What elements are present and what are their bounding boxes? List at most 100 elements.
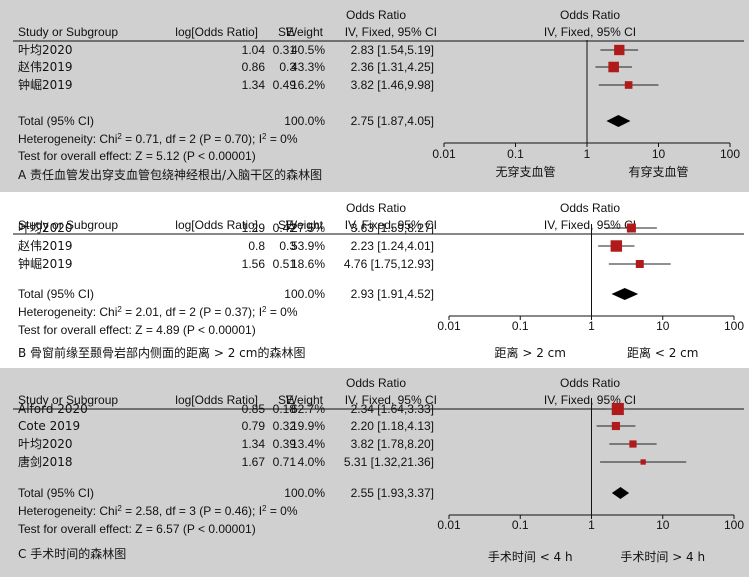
heterogeneity-part: = 0.71, df = 2 (P = 0.70); I: [122, 132, 262, 146]
x-axis-tick-label: 10: [656, 319, 670, 333]
odds-ratio-column-title: Odds Ratio: [346, 8, 406, 22]
total-weight: 100.0%: [284, 287, 325, 301]
overall-effect-test: Test for overall effect: Z = 4.89 (P < 0…: [18, 323, 256, 337]
study-name: 钟崛2019: [18, 77, 73, 92]
heterogeneity-text: Heterogeneity: Chi2 = 2.58, df = 3 (P = …: [18, 504, 298, 519]
heterogeneity-text: Heterogeneity: Chi2 = 2.01, df = 2 (P = …: [18, 305, 298, 320]
x-axis-tick-label: 10: [652, 147, 666, 161]
study-se: 0.49: [273, 78, 297, 92]
weight-column-header: Weight: [286, 25, 324, 39]
study-weight: 62.7%: [291, 402, 325, 416]
x-axis-tick-label: 100: [720, 147, 740, 161]
se-column-header: SE: [278, 25, 294, 39]
study-weight: 18.6%: [291, 257, 325, 271]
x-axis-tick-label: 0.01: [437, 319, 461, 333]
odds-ratio-column-title: Odds Ratio: [346, 376, 406, 390]
study-effect-marker: [635, 260, 644, 268]
study-weight: 43.3%: [291, 60, 325, 74]
study-log-odds-ratio: 0.86: [242, 60, 266, 74]
log-odds-ratio-column-header: log[Odds Ratio]: [175, 218, 258, 232]
overall-effect-test: Test for overall effect: Z = 6.57 (P < 0…: [18, 522, 256, 536]
study-weight: 53.9%: [291, 239, 325, 253]
favours-left-label: 手术时间 < 4 h: [488, 550, 573, 564]
x-axis-tick-label: 0.01: [432, 147, 456, 161]
forest-panel-c: Odds Ratio Study or Subgroup log[Odds Rati…: [0, 368, 749, 577]
heterogeneity-part: = 0%: [267, 305, 298, 319]
pooled-effect-diamond: [611, 288, 639, 300]
plot-method: IV, Fixed, 95% CI: [544, 218, 636, 232]
study-effect-marker: [610, 240, 623, 252]
study-effect-marker: [608, 61, 619, 73]
heterogeneity-part: = 2.58, df = 3 (P = 0.46); I: [122, 504, 262, 518]
study-log-odds-ratio: 0.8: [248, 239, 265, 253]
favours-right-label: 手术时间 > 4 h: [620, 550, 705, 564]
study-log-odds-ratio: 0.79: [242, 419, 266, 433]
study-weight: 13.4%: [291, 437, 325, 451]
study-weight: 40.5%: [291, 43, 325, 57]
x-axis-tick-label: 100: [724, 319, 744, 333]
panel-caption: C 手术时间的森林图: [18, 546, 126, 561]
plot-title: Odds Ratio: [560, 8, 620, 22]
panel-caption: A 责任血管发出穿支血管包绕神经根出/入脑干区的森林图: [18, 167, 322, 182]
favours-left-label: 无穿支血管: [495, 164, 555, 179]
study-odds-ratio-ci: 2.23 [1.24,4.01]: [351, 239, 434, 253]
heterogeneity-superscript: 2: [117, 504, 122, 513]
total-label: Total (95% CI): [18, 486, 94, 500]
heterogeneity-part: Heterogeneity: Chi: [18, 504, 117, 518]
heterogeneity-part: = 0%: [267, 132, 298, 146]
odds-ratio-column-title: Odds Ratio: [346, 201, 406, 215]
total-label: Total (95% CI): [18, 287, 94, 301]
study-name: 叶均2020: [18, 437, 73, 451]
weight-column-header: Weight: [286, 393, 324, 407]
panel-background: [0, 0, 749, 192]
x-axis-tick-label: 100: [724, 518, 744, 532]
forest-panel-a: Odds Ratio Study or Subgroup log[Odds Rati…: [0, 0, 749, 192]
study-se: 0.71: [273, 455, 297, 469]
heterogeneity-superscript: 2: [262, 305, 267, 314]
favours-right-label: 有穿支血管: [628, 164, 688, 179]
odds-ratio-method-header: IV, Fixed, 95% CI: [345, 218, 437, 232]
study-log-odds-ratio: 1.56: [242, 257, 266, 271]
study-se: 0.3: [279, 60, 296, 74]
plot-title: Odds Ratio: [560, 376, 620, 390]
total-odds-ratio-ci: 2.93 [1.91,4.52]: [351, 287, 434, 301]
study-odds-ratio-ci: 2.36 [1.31,4.25]: [351, 60, 434, 74]
total-weight: 100.0%: [284, 114, 325, 128]
heterogeneity-superscript: 2: [262, 504, 267, 513]
study-effect-marker: [611, 402, 624, 416]
study-name: 钟崛2019: [18, 256, 73, 271]
study-name: Alford 2020: [18, 402, 88, 416]
total-odds-ratio-ci: 2.55 [1.93,3.37]: [351, 486, 434, 500]
plot-title: Odds Ratio: [560, 201, 620, 215]
heterogeneity-part: Heterogeneity: Chi: [18, 132, 117, 146]
favours-right-label: 距离 < 2 cm: [627, 345, 698, 360]
heterogeneity-part: = 2.01, df = 2 (P = 0.37); I: [122, 305, 262, 319]
study-odds-ratio-ci: 3.82 [1.46,9.98]: [351, 78, 434, 92]
study-weight: 19.9%: [291, 419, 325, 433]
overall-effect-test: Test for overall effect: Z = 5.12 (P < 0…: [18, 149, 256, 163]
plot-method: IV, Fixed, 95% CI: [544, 25, 636, 39]
study-effect-marker: [640, 459, 646, 465]
study-log-odds-ratio: 1.34: [242, 78, 266, 92]
study-se: 0.31: [273, 43, 297, 57]
study-effect-marker: [624, 81, 633, 89]
panel-background: [0, 368, 749, 577]
study-log-odds-ratio: 1.34: [242, 437, 266, 451]
study-se: 0.32: [273, 419, 297, 433]
forest-panel-b: Odds Ratio Study or Subgroup log[Odds Rati…: [0, 193, 749, 367]
x-axis-tick-label: 0.1: [512, 518, 529, 532]
heterogeneity-superscript: 2: [117, 305, 122, 314]
study-se: 0.3: [279, 239, 296, 253]
study-odds-ratio-ci: 5.31 [1.32,21.36]: [344, 455, 434, 469]
study-effect-marker: [629, 440, 637, 448]
study-odds-ratio-ci: 3.63 [1.59,8.27]: [351, 221, 434, 235]
study-se: 0.39: [273, 437, 297, 451]
heterogeneity-part: Heterogeneity: Chi: [18, 305, 117, 319]
odds-ratio-method-header: IV, Fixed, 95% CI: [345, 393, 437, 407]
study-name: 叶均2020: [18, 221, 73, 235]
x-axis-tick-label: 0.1: [507, 147, 524, 161]
study-odds-ratio-ci: 2.34 [1.64,3.33]: [351, 402, 434, 416]
total-weight: 100.0%: [284, 486, 325, 500]
